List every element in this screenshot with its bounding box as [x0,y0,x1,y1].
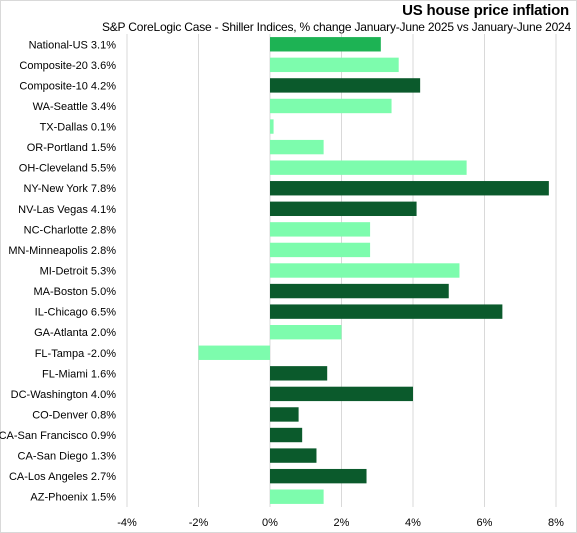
bar [270,201,417,217]
category-label: NV-Las Vegas 4.1% [18,204,116,216]
bars [198,37,549,504]
category-label: Composite-20 3.6% [19,60,116,72]
category-label: GA-Atlanta 2.0% [34,327,116,339]
category-label: NY-New York 7.8% [23,183,116,195]
bar [270,263,460,278]
category-label: National-US 3.1% [29,39,117,51]
bar [270,181,549,196]
category-label: CO-Denver 0.8% [32,409,116,421]
bar [270,37,381,52]
bar [270,242,371,258]
bar [270,98,392,114]
category-label: FL-Miami 1.6% [42,368,116,380]
category-label: MI-Detroit 5.3% [40,266,117,278]
category-label: AZ-Phoenix 1.5% [30,492,116,504]
bar [198,345,270,360]
chart-subtitle: S&P CoreLogic Case - Shiller Indices, % … [101,20,571,34]
bar [270,57,399,73]
category-label: TX-Dallas 0.1% [40,122,117,134]
x-tick-label: 2% [334,517,350,529]
bar [270,160,467,175]
bar [270,427,303,443]
x-tick-label: 0% [262,517,278,529]
chart-title: US house price inflation [402,2,569,19]
bar [270,468,367,484]
category-label: NC-Charlotte 2.8% [24,224,117,236]
x-tick-label: 4% [405,517,421,529]
x-tick-label: 6% [477,517,493,529]
category-label: CA-San Diego 1.3% [18,451,117,463]
x-tick-label: -2% [189,517,209,529]
x-tick-label: 8% [548,517,564,529]
bar [270,304,503,319]
category-label: OH-Cleveland 5.5% [19,163,116,175]
bar [270,489,324,504]
x-tick-labels: -4% -2% 0% 2% 4% 6% 8% [117,517,564,529]
bar [270,448,317,463]
bar [270,119,274,134]
category-label: Composite-10 4.2% [19,80,116,92]
category-label: DC-Washington 4.0% [11,389,117,401]
category-label: MN-Minneapolis 2.8% [8,245,116,257]
category-label: CA-San Francisco 0.9% [0,430,116,442]
category-label: OR-Portland 1.5% [27,142,116,154]
category-labels: National-US 3.1% Composite-20 3.6% Composi… [0,39,116,503]
category-label: IL-Chicago 6.5% [35,307,117,319]
bar [270,222,371,237]
bar [270,386,413,402]
bar [270,324,342,340]
bar [270,366,328,381]
category-label: CA-Los Angeles 2.7% [9,471,116,483]
category-label: MA-Boston 5.0% [33,286,116,298]
bar [270,139,324,155]
bar [270,78,421,93]
category-label: WA-Seattle 3.4% [33,101,117,113]
bar [270,407,299,422]
bar [270,283,449,299]
category-label: FL-Tampa -2.0% [35,348,117,360]
x-tick-label: -4% [117,517,137,529]
